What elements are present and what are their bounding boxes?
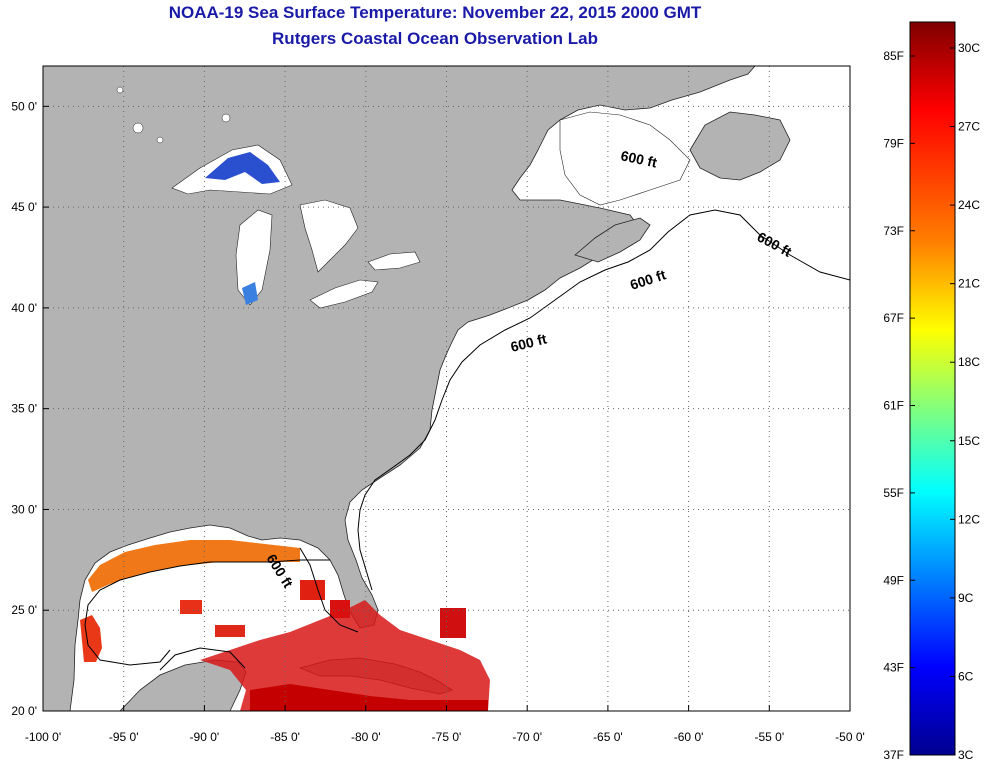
sst-caribbean — [250, 684, 488, 711]
sst-patch — [215, 625, 245, 637]
colorbar-f-label: 37F — [883, 748, 904, 762]
contour-label-600ft: 600 ft — [619, 147, 658, 170]
colorbar-c-label: 18C — [958, 355, 980, 369]
colorbar-c-label: 24C — [958, 198, 980, 212]
colorbar-f-label: 79F — [883, 136, 904, 150]
map-title: NOAA-19 Sea Surface Temperature: Novembe… — [168, 3, 702, 22]
lat-tick-label: 40 0' — [11, 301, 37, 315]
small-lake — [156, 136, 164, 144]
lat-tick-label: 50 0' — [11, 99, 37, 113]
colorbar-c-label: 21C — [958, 277, 980, 291]
colorbar-c-label: 30C — [958, 41, 980, 55]
lake-michigan — [235, 209, 273, 306]
lat-tick-label: 20 0' — [11, 704, 37, 718]
lon-tick-label: -50 0' — [835, 730, 865, 744]
colorbar-c-label: 9C — [958, 591, 974, 605]
lake-erie — [309, 279, 379, 309]
colorbar-ticks: 85F 79F 73F 67F 61F 55F 49F 43F 37F 30C 27C 24C 21C 1… — [883, 41, 980, 762]
sst-patch — [300, 580, 325, 600]
colorbar-c-label: 27C — [958, 120, 980, 134]
lon-tick-label: -95 0' — [109, 730, 139, 744]
lon-tick-label: -85 0' — [270, 730, 300, 744]
small-lake — [221, 113, 231, 123]
colorbar — [909, 21, 956, 756]
colorbar-f-label: 85F — [883, 49, 904, 63]
lake-michigan-sst — [242, 282, 258, 305]
small-lake — [132, 122, 144, 134]
axis-ticks: -100 0' -95 0' -90 0' -85 0' -80 0' -75 0' -70… — [11, 99, 864, 744]
colorbar-c-label: 12C — [958, 512, 980, 526]
lon-tick-label: -60 0' — [674, 730, 704, 744]
lon-tick-label: -75 0' — [432, 730, 462, 744]
lake-ontario — [367, 251, 421, 271]
lon-tick-label: -90 0' — [190, 730, 220, 744]
colorbar-f-label: 73F — [883, 224, 904, 238]
lake-huron — [299, 199, 359, 273]
colorbar-f-label: 61F — [883, 399, 904, 413]
lon-tick-label: -100 0' — [25, 730, 61, 744]
sst-patch — [330, 600, 350, 618]
colorbar-f-label: 43F — [883, 661, 904, 675]
isobath-600ft — [357, 209, 850, 591]
lon-tick-label: -55 0' — [754, 730, 784, 744]
land-nova-scotia — [574, 217, 651, 263]
lat-tick-label: 30 0' — [11, 502, 37, 516]
lat-tick-label: 35 0' — [11, 402, 37, 416]
land-newfoundland — [689, 111, 791, 181]
colorbar-c-label: 15C — [958, 434, 980, 448]
colorbar-f-label: 49F — [883, 573, 904, 587]
colorbar-c-label: 3C — [958, 748, 974, 762]
sst-patch — [180, 600, 202, 614]
lon-tick-label: -65 0' — [593, 730, 623, 744]
lon-tick-label: -80 0' — [351, 730, 381, 744]
gulf-st-lawrence — [559, 111, 691, 206]
lat-tick-label: 45 0' — [11, 200, 37, 214]
lat-tick-label: 25 0' — [11, 603, 37, 617]
sst-gulf-north — [88, 540, 300, 592]
lake-superior-sst — [205, 152, 280, 184]
colorbar-f-label: 67F — [883, 311, 904, 325]
small-lake — [116, 86, 124, 94]
sst-patch — [440, 608, 466, 638]
isobath-florida — [299, 547, 359, 633]
isobath-gulf-loop — [159, 647, 246, 671]
sst-gulf-south — [200, 600, 490, 711]
isobath-600ft-gulf — [84, 559, 330, 666]
colorbar-c-label: 6C — [958, 669, 974, 683]
map-subtitle: Rutgers Coastal Ocean Observation Lab — [272, 29, 598, 48]
colorbar-f-label: 55F — [883, 486, 904, 500]
lon-tick-label: -70 0' — [512, 730, 542, 744]
